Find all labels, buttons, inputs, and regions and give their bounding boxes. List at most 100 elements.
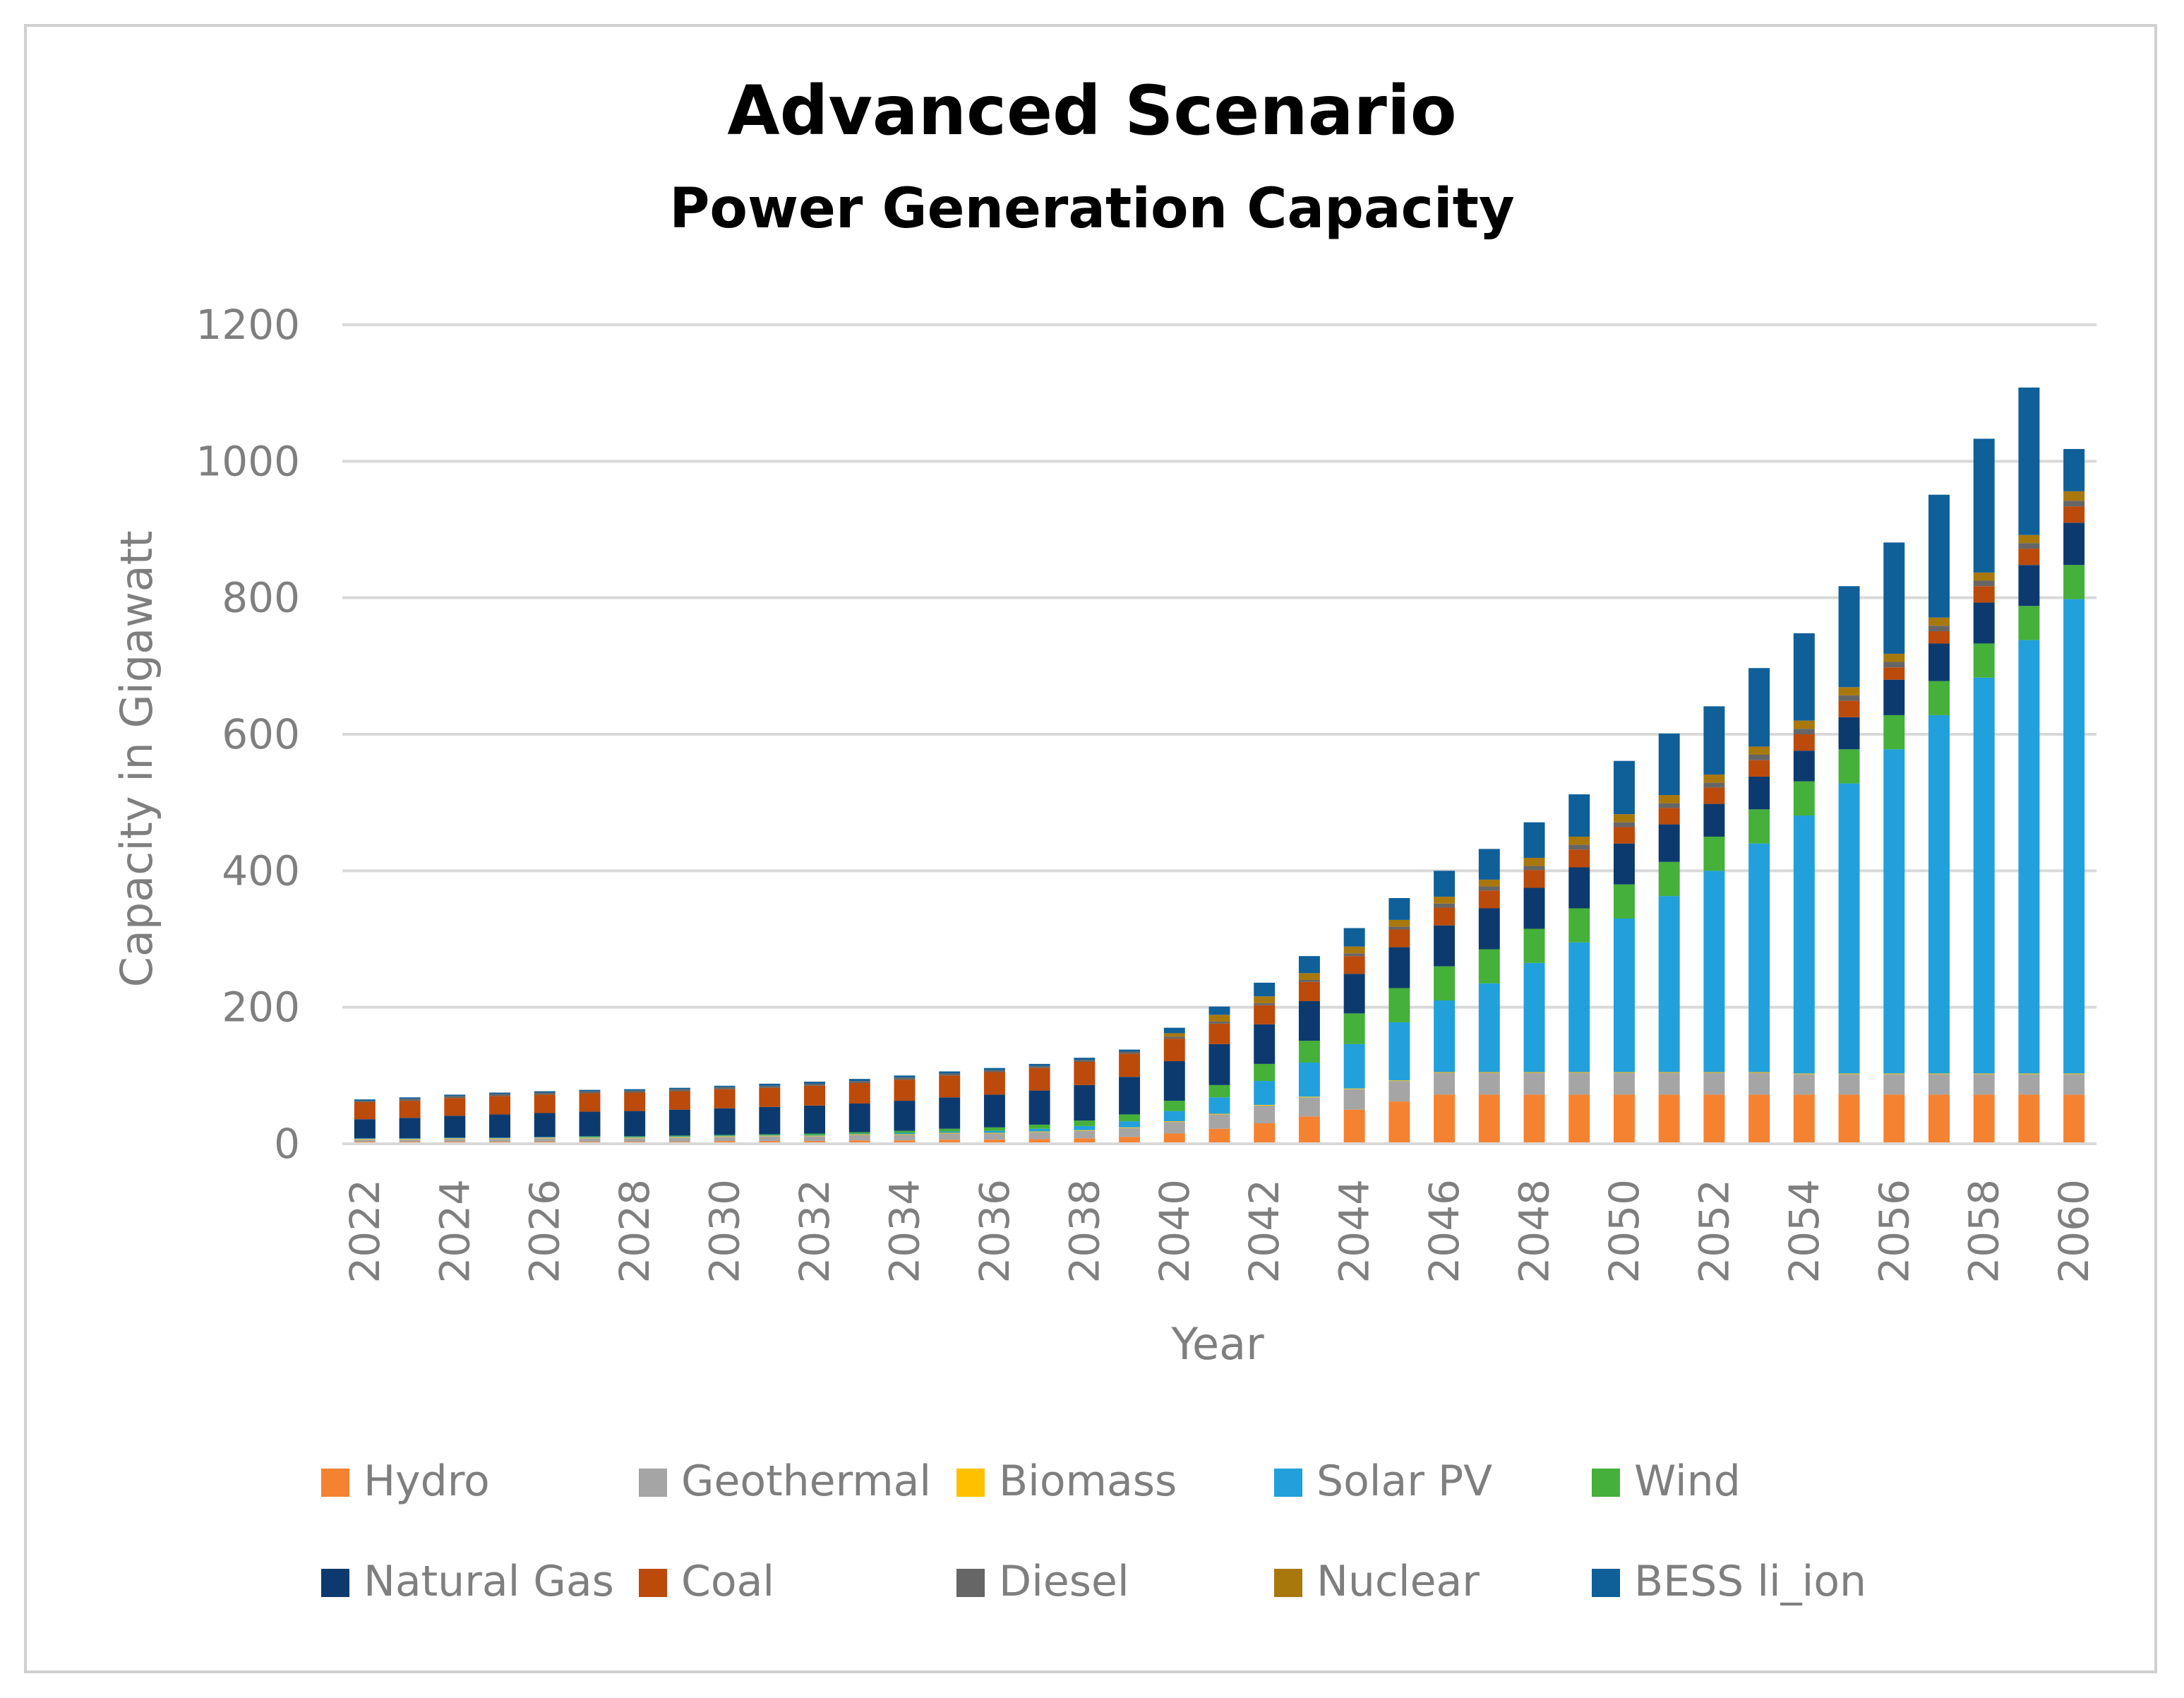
bar-segment-bess-li-ion-2052	[1703, 706, 1725, 775]
bar-segment-bess-li-ion-2029	[668, 1087, 690, 1089]
x-tick-label: 2038	[1060, 1179, 1108, 1284]
bar-segment-natural-gas-2054	[1793, 751, 1815, 782]
bar-segment-geothermal-2047	[1478, 1072, 1500, 1095]
bar-segment-geothermal-2037	[1028, 1132, 1050, 1140]
bar-segment-wind-2041	[1208, 1084, 1230, 1098]
bar-segment-natural-gas-2023	[399, 1118, 421, 1139]
bar-segment-coal-2025	[489, 1096, 510, 1115]
bar-segment-solar-pv-2037	[1028, 1128, 1050, 1132]
bar-stack-2056	[1883, 542, 1905, 1144]
bar-segment-natural-gas-2056	[1883, 679, 1905, 715]
x-tick-label: 2058	[1960, 1179, 2008, 1284]
bar-segment-geothermal-2022	[354, 1140, 376, 1142]
x-tick-label: 2048	[1511, 1179, 1559, 1284]
bar-segment-biomass-2056	[1883, 1073, 1905, 1075]
bar-segment-biomass-2030	[714, 1136, 736, 1137]
x-tick-label: 2036	[971, 1179, 1019, 1284]
chart-title: Advanced Scenario	[727, 71, 1456, 150]
legend-label: Nuclear	[1316, 1557, 1480, 1606]
bar-segment-diesel-2032	[804, 1083, 826, 1086]
bar-segment-hydro-2054	[1793, 1094, 1815, 1144]
bar-segment-nuclear-2040	[1163, 1033, 1185, 1037]
legend-item-natural-gas: Natural Gas	[321, 1557, 614, 1606]
bar-stack-2038	[1074, 1058, 1096, 1144]
bar-segment-geothermal-2024	[444, 1139, 466, 1142]
bar-segment-solar-pv-2024	[444, 1137, 466, 1139]
bar-segment-solar-pv-2051	[1658, 896, 1680, 1072]
bar-segment-biomass-2024	[444, 1138, 466, 1140]
bar-segment-nuclear-2046	[1434, 897, 1456, 904]
bar-segment-coal-2028	[624, 1092, 646, 1111]
bar-segment-hydro-2037	[1028, 1139, 1050, 1144]
x-tick-label: 2034	[880, 1179, 928, 1284]
bar-segment-biomass-2049	[1568, 1072, 1590, 1073]
legend: Hydro Geothermal Biomass Solar PV Wind Natura…	[321, 1457, 1866, 1606]
bar-segment-diesel-2057	[1928, 626, 1950, 632]
bar-segment-bess-li-ion-2038	[1074, 1058, 1096, 1060]
bar-segment-hydro-2057	[1928, 1094, 1950, 1144]
bar-segment-hydro-2050	[1613, 1094, 1635, 1144]
bar-stack-2042	[1254, 982, 1276, 1144]
x-tick-label: 2040	[1151, 1179, 1199, 1284]
bar-segment-solar-pv-2054	[1793, 815, 1815, 1074]
bar-stack-2049	[1568, 794, 1590, 1144]
bar-segment-geothermal-2050	[1613, 1072, 1635, 1095]
y-tick-label: 800	[222, 574, 300, 622]
bar-segment-solar-pv-2057	[1928, 715, 1950, 1074]
bar-segment-coal-2048	[1523, 870, 1545, 888]
bar-segment-wind-2052	[1703, 837, 1725, 871]
bar-segment-nuclear-2052	[1703, 775, 1725, 783]
bar-stack-2040	[1163, 1027, 1185, 1144]
bar-segment-natural-gas-2058	[1973, 602, 1995, 644]
legend-label: Hydro	[364, 1457, 490, 1506]
x-tick-label: 2024	[431, 1179, 479, 1284]
y-tick-label: 0	[274, 1120, 300, 1168]
bar-segment-wind-2044	[1343, 1013, 1365, 1044]
bar-segment-wind-2027	[579, 1136, 601, 1137]
x-tick-label: 2046	[1420, 1179, 1468, 1284]
bar-segment-bess-li-ion-2056	[1883, 542, 1905, 654]
bar-segment-diesel-2030	[714, 1087, 736, 1089]
bar-segment-bess-li-ion-2027	[579, 1089, 601, 1092]
bar-segment-geothermal-2060	[2063, 1074, 2085, 1095]
bar-segment-diesel-2023	[399, 1099, 421, 1101]
bar-segment-biomass-2047	[1478, 1072, 1500, 1073]
bar-segment-geothermal-2035	[939, 1133, 961, 1140]
bar-segment-natural-gas-2035	[939, 1097, 961, 1129]
bar-segment-diesel-2056	[1883, 662, 1905, 668]
bar-segment-geothermal-2043	[1298, 1097, 1320, 1117]
bar-segment-natural-gas-2050	[1613, 843, 1635, 885]
bar-segment-diesel-2031	[759, 1085, 781, 1088]
bar-segment-coal-2040	[1163, 1039, 1185, 1062]
bar-segment-geothermal-2052	[1703, 1072, 1725, 1095]
bar-segment-wind-2049	[1568, 908, 1590, 943]
bar-segment-geothermal-2041	[1208, 1114, 1230, 1129]
bar-segment-biomass-2032	[804, 1135, 826, 1137]
bar-segment-coal-2043	[1298, 981, 1320, 1001]
legend-swatch	[956, 1569, 985, 1597]
bar-segment-diesel-2053	[1748, 755, 1770, 760]
bar-segment-diesel-2026	[534, 1092, 556, 1095]
bar-segment-geothermal-2030	[714, 1137, 736, 1142]
y-tick-label: 200	[222, 983, 300, 1032]
bar-segment-coal-2026	[534, 1094, 556, 1113]
bar-stack-2052	[1703, 706, 1725, 1144]
bar-segment-hydro-2041	[1208, 1128, 1230, 1144]
bar-segment-hydro-2053	[1748, 1094, 1770, 1144]
bar-segment-natural-gas-2037	[1028, 1090, 1050, 1125]
bar-segment-wind-2057	[1928, 681, 1950, 715]
bar-stack-2037	[1028, 1063, 1050, 1144]
bar-segment-solar-pv-2035	[939, 1131, 961, 1133]
bar-segment-bess-li-ion-2059	[2018, 387, 2040, 535]
bar-segment-biomass-2036	[983, 1132, 1005, 1134]
bar-segment-coal-2031	[759, 1087, 781, 1107]
legend-swatch	[321, 1569, 349, 1597]
bar-segment-hydro-2039	[1119, 1137, 1141, 1144]
bar-segment-natural-gas-2027	[579, 1111, 601, 1137]
legend-item-biomass: Biomass	[956, 1457, 1177, 1506]
bar-segment-geothermal-2025	[489, 1139, 510, 1142]
bar-segment-biomass-2041	[1208, 1113, 1230, 1115]
bar-segment-nuclear-2056	[1883, 653, 1905, 662]
y-axis-label: Capacity in Gigawatt	[111, 531, 162, 988]
gridlines	[342, 323, 2096, 1009]
